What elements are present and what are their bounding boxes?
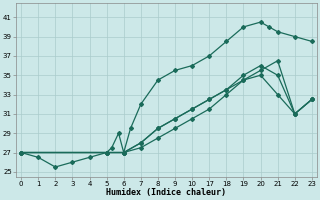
X-axis label: Humidex (Indice chaleur): Humidex (Indice chaleur)	[107, 188, 227, 197]
